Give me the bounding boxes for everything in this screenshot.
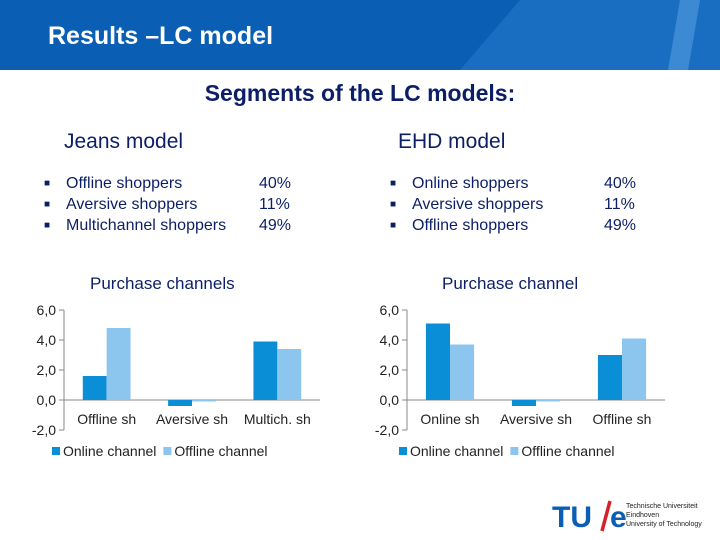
y-tick-label: 2,0 <box>37 362 57 378</box>
ehd-chart-title: Purchase channel <box>442 274 579 293</box>
segment-percent: 11% <box>604 196 635 213</box>
y-tick-label: 0,0 <box>37 392 57 408</box>
bar <box>82 376 107 400</box>
logo-slash <box>600 500 612 532</box>
logo-mark-e: e <box>610 501 627 534</box>
legend-swatch <box>163 447 172 455</box>
bar <box>168 400 192 406</box>
x-tick-label: Offline sh <box>77 411 136 427</box>
segment-percent: 49% <box>259 217 292 234</box>
segment-label: Aversive shoppers <box>66 196 198 213</box>
bar <box>536 400 561 402</box>
legend-swatch <box>510 447 519 455</box>
list-item: ■ Online shoppers 40% <box>388 173 668 194</box>
list-item: ■ Offline shoppers 49% <box>388 215 668 236</box>
bar <box>511 400 536 406</box>
list-item: ■ Multichannel shoppers 49% <box>42 215 312 236</box>
segment-label: Offline shoppers <box>66 175 183 192</box>
y-tick-label: 6,0 <box>380 302 400 318</box>
segment-label: Multichannel shoppers <box>66 217 227 234</box>
segment-percent: 11% <box>259 196 290 213</box>
bullet-icon: ■ <box>44 199 51 210</box>
x-tick-label: Aversive sh <box>156 411 228 427</box>
x-tick-label: Aversive sh <box>500 411 572 427</box>
x-tick-label: Multich. sh <box>244 411 311 427</box>
list-item: ■ Aversive shoppers 11% <box>388 194 668 215</box>
bullet-icon: ■ <box>44 220 51 231</box>
y-tick-label: 0,0 <box>380 392 400 408</box>
logo-mark-tu: TU <box>552 501 592 534</box>
ehd-purchase-chart: 6,0 4,0 2,0 0,0 -2,0 Online sh Aversive sh Offl… <box>375 302 665 459</box>
logo-line-2: Eindhoven <box>626 512 659 519</box>
bar <box>450 344 475 400</box>
bar <box>106 328 131 400</box>
logo-line-3: University of Technology <box>626 521 702 528</box>
legend-label: Online channel <box>410 443 503 459</box>
list-item: ■ Aversive shoppers 11% <box>42 194 312 215</box>
page-title: Results –LC model <box>48 22 274 50</box>
jeans-purchase-chart: 6,0 4,0 2,0 0,0 -2,0 Offline sh Aversive sh Mul… <box>32 302 320 459</box>
bar <box>277 349 302 400</box>
y-tick-label: -2,0 <box>375 422 399 438</box>
bar <box>253 341 278 400</box>
bullet-icon: ■ <box>44 178 51 189</box>
segment-percent: 40% <box>604 175 637 192</box>
bar <box>192 400 216 402</box>
legend-swatch <box>52 447 60 455</box>
legend-label: Offline channel <box>521 443 614 459</box>
x-tick-label: Online sh <box>420 411 479 427</box>
bullet-icon: ■ <box>390 199 397 210</box>
bullet-icon: ■ <box>390 178 397 189</box>
tue-logo: TU e Technische Universiteit Eindhoven U… <box>552 500 702 534</box>
bar <box>597 355 622 400</box>
jeans-model-title: Jeans model <box>64 130 184 153</box>
segment-label: Aversive shoppers <box>412 196 544 213</box>
segment-label: Online shoppers <box>412 175 529 192</box>
legend-label: Online channel <box>63 443 156 459</box>
y-tick-label: -2,0 <box>32 422 56 438</box>
header-stripe-decoration <box>460 0 720 70</box>
bar <box>425 323 450 400</box>
header-bar: Results –LC model <box>0 0 720 70</box>
y-tick-label: 6,0 <box>37 302 57 318</box>
logo-line-1: Technische Universiteit <box>626 503 698 510</box>
legend-swatch <box>399 447 407 455</box>
bullet-icon: ■ <box>390 220 397 231</box>
ehd-model-title: EHD model <box>398 130 506 153</box>
bar <box>622 338 647 400</box>
y-tick-label: 2,0 <box>380 362 400 378</box>
x-tick-label: Offline sh <box>593 411 652 427</box>
y-tick-label: 4,0 <box>380 332 400 348</box>
ehd-segment-list: ■ Online shoppers 40% ■ Aversive shoppers 11… <box>388 173 668 236</box>
segment-percent: 49% <box>604 217 637 234</box>
list-item: ■ Offline shoppers 40% <box>42 173 312 194</box>
slide-subtitle: Segments of the LC models: <box>204 80 516 106</box>
segment-percent: 40% <box>259 175 292 192</box>
y-tick-label: 4,0 <box>37 332 57 348</box>
jeans-segment-list: ■ Offline shoppers 40% ■ Aversive shoppers 1… <box>42 173 312 236</box>
legend-label: Offline channel <box>174 443 267 459</box>
jeans-chart-title: Purchase channels <box>90 274 235 293</box>
segment-label: Offline shoppers <box>412 217 529 234</box>
